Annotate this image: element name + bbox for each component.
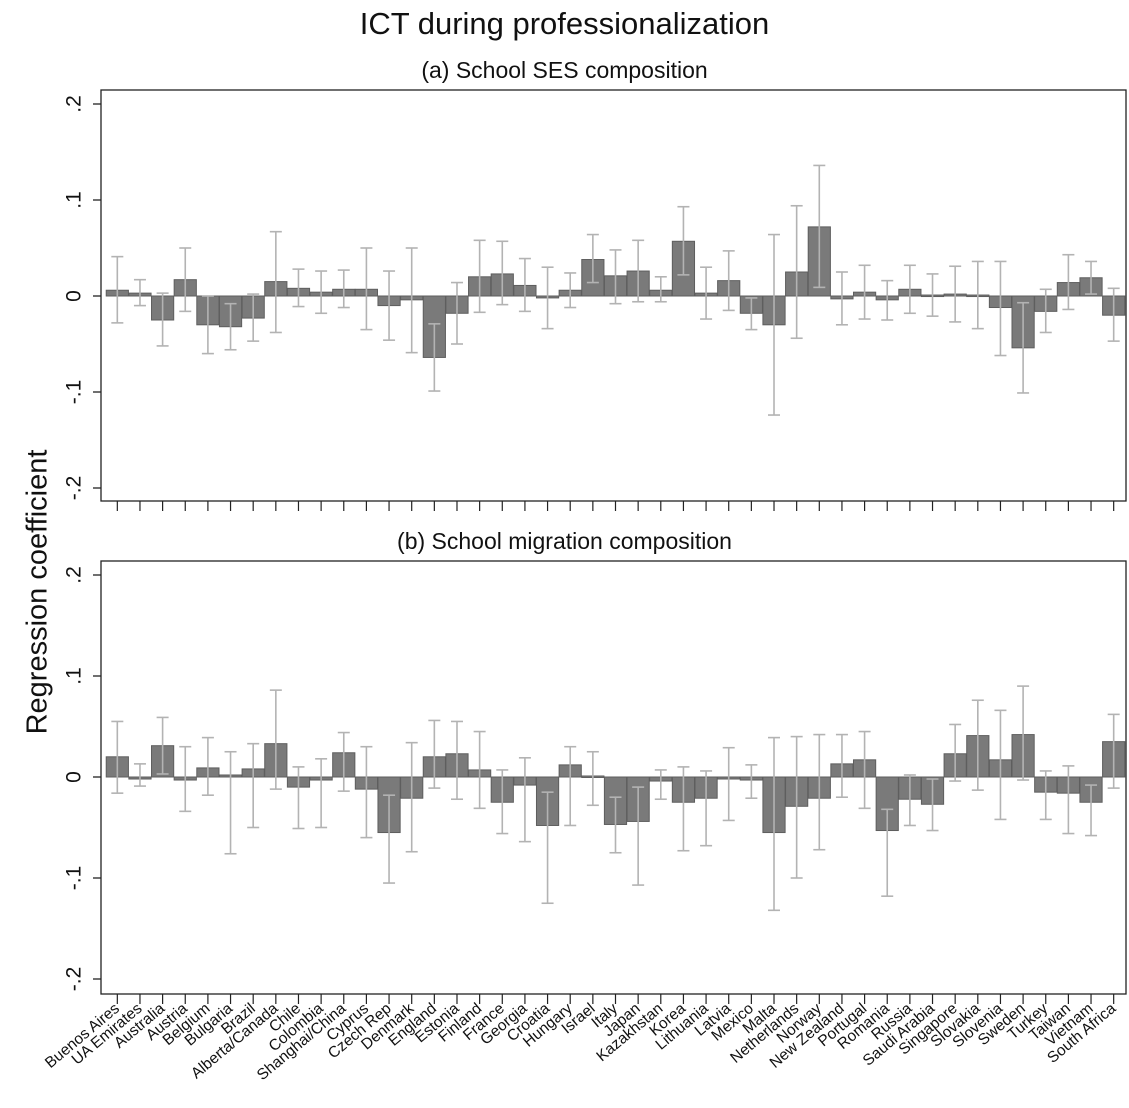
panel-a: (a) School SES composition -.2 -.1 0 .1 .2 xyxy=(63,57,1127,511)
y-tick-label: .2 xyxy=(63,95,86,113)
y-tick-label: -.1 xyxy=(63,380,86,405)
chart-title: ICT during professionalization xyxy=(359,6,770,41)
y-tick-label: 0 xyxy=(63,290,86,302)
y-tick-label: -.1 xyxy=(63,866,86,891)
panel-b: (b) School migration composition -.2 -.1 0.… xyxy=(63,528,1127,1004)
y-tick-label: -.2 xyxy=(63,476,86,501)
y-tick-label: .1 xyxy=(63,191,86,209)
panel-title: (b) School migration composition xyxy=(397,528,732,554)
y-tick-label: .2 xyxy=(63,566,86,584)
y-tick-label: .1 xyxy=(63,667,86,685)
y-tick-label: 0 xyxy=(63,771,86,783)
panel-title: (a) School SES composition xyxy=(421,57,707,83)
y-tick-label: -.2 xyxy=(63,967,86,992)
